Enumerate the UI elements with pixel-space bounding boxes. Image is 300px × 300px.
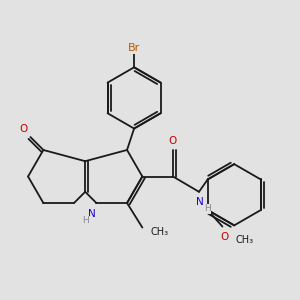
Text: N: N: [88, 208, 96, 219]
Text: O: O: [19, 124, 28, 134]
Text: O: O: [169, 136, 177, 146]
Text: H: H: [204, 204, 211, 213]
Text: O: O: [220, 232, 229, 242]
Text: CH₃: CH₃: [236, 235, 253, 244]
Text: Br: Br: [128, 44, 140, 53]
Text: H: H: [82, 216, 89, 225]
Text: CH₃: CH₃: [151, 227, 169, 237]
Text: N: N: [196, 197, 204, 207]
